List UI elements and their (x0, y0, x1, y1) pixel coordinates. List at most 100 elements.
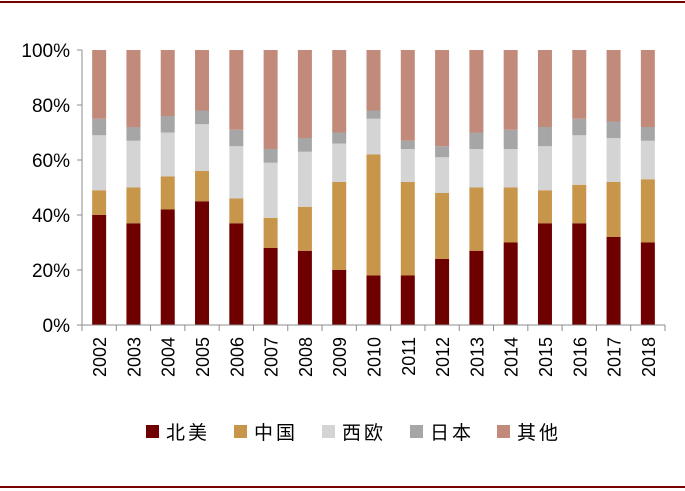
bar-segment (263, 248, 278, 325)
bar-segment (297, 151, 312, 207)
bar-segment (640, 179, 655, 243)
x-tick-label: 2007 (262, 337, 282, 377)
x-tick-label: 2012 (433, 337, 453, 377)
bar-segment (297, 206, 312, 251)
bar-segment (606, 237, 621, 325)
bar-segment (263, 217, 278, 248)
y-tick-label: 100% (21, 41, 70, 62)
bar-segment (332, 270, 347, 325)
bar-segment (469, 250, 484, 325)
x-tick-label: 2011 (399, 337, 419, 376)
bar-segment (537, 50, 552, 127)
x-tick-label: 2017 (605, 337, 625, 377)
bar-segment (366, 50, 381, 111)
bar-segment (469, 50, 484, 133)
bar-segment (572, 118, 587, 136)
bar-segment (537, 190, 552, 224)
x-tick-label: 2008 (296, 337, 316, 377)
x-tick-label: 2003 (124, 337, 144, 377)
bar-segment (606, 138, 621, 182)
bar-segment (160, 50, 175, 116)
bar-segment (195, 50, 210, 111)
bar-segment (92, 135, 107, 191)
bottom-rule (0, 486, 685, 488)
bar-segment (366, 154, 381, 276)
top-rule (0, 1, 685, 3)
legend-swatch (322, 425, 335, 438)
x-tick-label: 2009 (330, 337, 350, 377)
bar-segment (435, 157, 450, 193)
x-tick-label: 2018 (639, 337, 659, 377)
bar-segment (400, 275, 415, 325)
x-tick-label: 2004 (159, 337, 179, 377)
bar-segment (263, 162, 278, 218)
bar-segment (640, 127, 655, 141)
bar-segment (503, 50, 518, 130)
bar-segment (435, 259, 450, 325)
bar-segment (160, 132, 175, 177)
bar-segment (126, 127, 141, 141)
bar-segment (126, 50, 141, 127)
bar-segment (572, 50, 587, 119)
bar-segment (572, 135, 587, 185)
bar-segment (332, 50, 347, 133)
bar-segment (400, 140, 415, 149)
x-tick-label: 2014 (502, 337, 522, 377)
bar-segment (400, 149, 415, 182)
bar-segment (297, 250, 312, 325)
bar-segment (435, 146, 450, 158)
bar-segment (537, 223, 552, 325)
bar-segment (366, 275, 381, 325)
bar-segment (503, 242, 518, 325)
y-tick-label: 40% (32, 206, 70, 227)
bar-segment (229, 146, 244, 199)
bar-segment (195, 171, 210, 202)
bar-segment (469, 187, 484, 251)
bar-segment (606, 182, 621, 237)
bar-segment (195, 201, 210, 325)
bar-segment (229, 50, 244, 130)
x-tick-label: 2015 (536, 337, 556, 377)
bar-segment (503, 149, 518, 188)
bar-segment (640, 50, 655, 127)
y-tick-label: 60% (32, 151, 70, 172)
y-tick-label: 0% (43, 316, 71, 337)
bar-segment (332, 132, 347, 144)
bar-segment (263, 50, 278, 149)
bar-segment (92, 50, 107, 119)
bar-segment (572, 223, 587, 325)
bar-segment (469, 132, 484, 149)
legend-label: 西欧 (342, 422, 386, 444)
bar-segment (640, 140, 655, 180)
legend-swatch (410, 425, 423, 438)
bar-segment (469, 149, 484, 188)
bar-segment (126, 140, 141, 188)
x-tick-label: 2005 (193, 337, 213, 377)
legend-swatch (497, 425, 510, 438)
x-tick-label: 2006 (227, 337, 247, 377)
bar-segment (400, 50, 415, 141)
bar-segment (126, 187, 141, 224)
bar-segment (195, 110, 210, 125)
bar-segment (297, 138, 312, 152)
bar-segment (537, 127, 552, 147)
bar-segment (263, 149, 278, 163)
bar-segment (366, 118, 381, 155)
legend-label: 日本 (430, 422, 474, 444)
bar-segment (160, 116, 175, 133)
legend-label: 中国 (254, 422, 298, 444)
bar-segment (92, 215, 107, 325)
x-tick-label: 2013 (467, 337, 487, 377)
y-tick-label: 80% (32, 96, 70, 117)
x-tick-label: 2016 (570, 337, 590, 377)
bar-segment (332, 182, 347, 270)
bar-segment (606, 121, 621, 138)
bar-segment (572, 184, 587, 224)
bar-segment (606, 50, 621, 122)
bar-segment (640, 242, 655, 325)
bar-segment (332, 143, 347, 182)
bar-segment (195, 124, 210, 171)
bar-segment (229, 223, 244, 325)
legend-label: 其他 (517, 422, 561, 444)
